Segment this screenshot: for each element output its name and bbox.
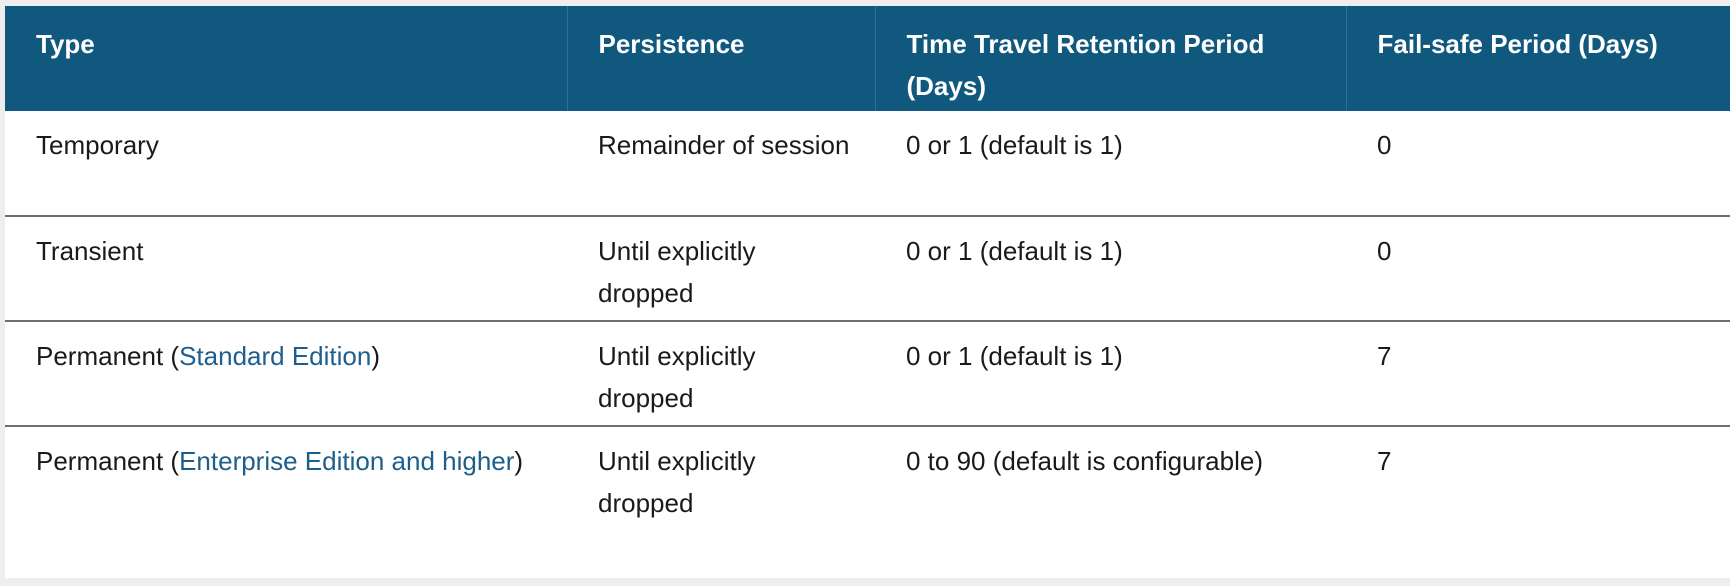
cell-time-travel: 0 to 90 (default is configurable)	[906, 446, 1263, 476]
standard-edition-link[interactable]: Standard Edition	[179, 341, 372, 371]
cell-fail-safe: 0	[1346, 111, 1730, 217]
cell-time-travel: 0 or 1 (default is 1)	[875, 321, 1346, 427]
type-suffix: )	[371, 341, 380, 371]
cell-fail-safe: 7	[1377, 446, 1392, 476]
header-row: Type Persistence Time Travel Retention P…	[5, 6, 1730, 111]
type-prefix: Permanent (	[36, 446, 180, 476]
header-time-travel: Time Travel Retention Period (Days)	[875, 6, 1347, 111]
type-prefix: Permanent (	[36, 341, 180, 371]
cell-time-travel: 0 or 1 (default is 1)	[875, 216, 1346, 322]
cell-fail-safe: 0	[1346, 216, 1730, 322]
enterprise-edition-link[interactable]: Enterprise Edition and higher	[179, 446, 515, 476]
table-row: Permanent (Enterprise Edition and higher…	[5, 426, 1730, 540]
cell-persistence: Until explicitly dropped	[598, 446, 756, 518]
cell-fail-safe: 7	[1346, 321, 1730, 427]
cell-type: Permanent (Enterprise Edition and higher…	[5, 426, 567, 540]
header-type: Type	[5, 6, 568, 111]
cell-persistence: Remainder of session	[567, 111, 875, 217]
cell-persistence: Until explicitly dropped	[567, 216, 875, 322]
table-row: Temporary Remainder of session 0 or 1 (d…	[5, 111, 1730, 217]
header-persistence: Persistence	[567, 6, 876, 111]
type-suffix: )	[514, 446, 524, 476]
cell-type: Transient	[5, 216, 567, 322]
table-row: Permanent (Standard Edition) Until expli…	[5, 321, 1730, 427]
table-container: Type Persistence Time Travel Retention P…	[5, 6, 1730, 578]
cell-type: Permanent (Standard Edition)	[5, 321, 567, 427]
cell-type: Temporary	[5, 111, 567, 217]
header-fail-safe: Fail-safe Period (Days)	[1377, 29, 1658, 59]
table-row: Transient Until explicitly dropped 0 or …	[5, 216, 1730, 322]
cell-time-travel: 0 or 1 (default is 1)	[875, 111, 1346, 217]
table-types-comparison: Type Persistence Time Travel Retention P…	[5, 6, 1730, 540]
cell-persistence: Until explicitly dropped	[567, 321, 875, 427]
